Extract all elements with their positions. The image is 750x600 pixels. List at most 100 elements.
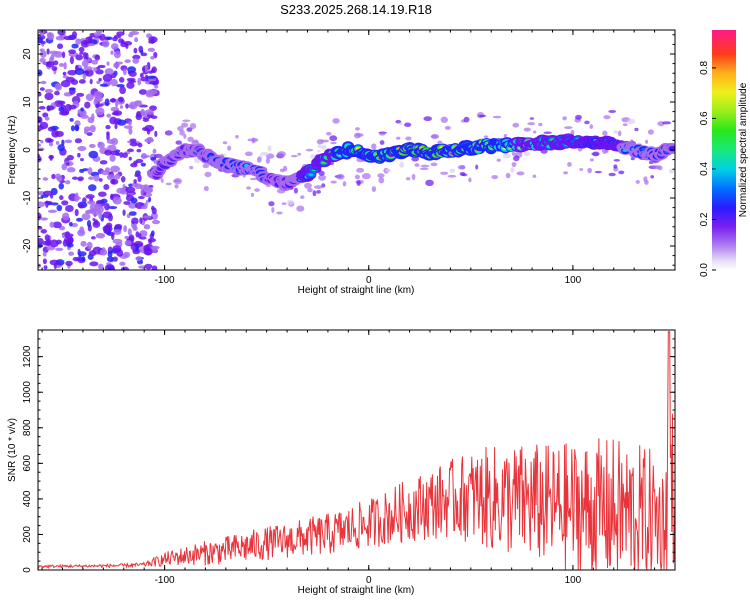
y-tick-label: -20 xyxy=(22,238,33,253)
heatmap-cell xyxy=(81,60,89,68)
heatmap-cell xyxy=(143,215,152,219)
heatmap-cell xyxy=(76,92,85,97)
heatmap-cell xyxy=(40,228,48,234)
heatmap-cell xyxy=(496,158,501,162)
heatmap-cell xyxy=(511,151,516,156)
heatmap-cell xyxy=(38,201,46,208)
heatmap-cell xyxy=(567,162,572,167)
heatmap-cell xyxy=(109,98,117,103)
x-tick-label: 100 xyxy=(565,575,582,586)
heatmap-cell xyxy=(523,127,531,132)
heatmap-cell xyxy=(532,130,537,134)
heatmap-cell xyxy=(103,224,111,233)
heatmap-cell xyxy=(140,76,149,82)
heatmap-cell xyxy=(354,132,361,139)
heatmap-cell xyxy=(104,167,111,173)
heatmap-cell xyxy=(249,177,257,181)
heatmap-cell xyxy=(440,116,448,123)
heatmap-cell xyxy=(634,127,639,132)
y-tick-label: 600 xyxy=(22,455,33,472)
heatmap-cell xyxy=(113,228,122,235)
heatmap-cell xyxy=(613,159,620,162)
heatmap-cell xyxy=(77,145,87,152)
heatmap-cell xyxy=(608,172,616,177)
heatmap-cell xyxy=(136,148,142,153)
heatmap-cell xyxy=(77,152,81,158)
heatmap-cell xyxy=(50,202,59,206)
heatmap-cell xyxy=(529,117,535,120)
heatmap-cell xyxy=(138,89,148,95)
heatmap-cell xyxy=(106,174,116,181)
heatmap-cell xyxy=(308,173,314,176)
heatmap-cell xyxy=(128,211,137,216)
heatmap-cell xyxy=(49,239,59,248)
heatmap-cell xyxy=(144,124,155,132)
heatmap-cell xyxy=(42,190,53,196)
heatmap-cell xyxy=(82,72,87,80)
colorbar-label: Normalized spectral amplitude xyxy=(738,82,749,217)
heatmap-cell xyxy=(281,202,287,205)
heatmap-cell xyxy=(160,178,164,183)
heatmap-cell xyxy=(58,182,64,190)
heatmap-cell xyxy=(96,200,102,205)
heatmap-cell xyxy=(604,149,609,153)
y-tick-label: -10 xyxy=(22,190,33,205)
heatmap-cell xyxy=(396,136,401,140)
heatmap-cell xyxy=(80,240,87,247)
heatmap-cell xyxy=(57,43,64,50)
heatmap-cell xyxy=(133,47,138,54)
heatmap-cell xyxy=(40,80,47,85)
heatmap-cell xyxy=(543,131,552,135)
heatmap-cell xyxy=(54,90,60,96)
heatmap-cell xyxy=(148,238,153,245)
heatmap-cell xyxy=(305,148,314,152)
y-tick-label: 1000 xyxy=(22,381,33,404)
heatmap-cell xyxy=(42,112,49,118)
heatmap-cell xyxy=(491,175,499,180)
heatmap-cell xyxy=(99,249,108,256)
heatmap-cell xyxy=(405,136,412,141)
heatmap-cell xyxy=(75,38,82,45)
heatmap-cell xyxy=(123,201,131,205)
heatmap-cell xyxy=(613,130,618,134)
heatmap-cell xyxy=(107,267,113,270)
heatmap-cell xyxy=(77,251,87,257)
heatmap-cell xyxy=(104,202,110,211)
heatmap-cell xyxy=(150,230,155,237)
heatmap-cell xyxy=(87,167,93,175)
heatmap-cell xyxy=(42,177,49,181)
heatmap-ridge xyxy=(146,133,675,192)
heatmap-cell xyxy=(592,151,600,157)
heatmap-cell xyxy=(128,79,137,83)
heatmap-cell xyxy=(144,247,153,256)
heatmap-cell xyxy=(430,162,438,167)
heatmap-cell xyxy=(74,197,79,202)
heatmap-cell xyxy=(399,161,404,168)
heatmap-cell xyxy=(414,163,420,167)
heatmap-cell xyxy=(227,145,232,151)
heatmap-cell xyxy=(43,61,47,66)
heatmap-cell xyxy=(202,163,210,169)
heatmap-cell xyxy=(42,258,47,265)
heatmap-cell xyxy=(516,171,525,176)
heatmap-cell xyxy=(49,154,53,161)
heatmap-cell xyxy=(584,120,590,125)
heatmap-noise-blobs xyxy=(38,30,675,270)
heatmap-cell xyxy=(119,105,123,109)
heatmap-cell xyxy=(316,189,321,194)
heatmap-cell xyxy=(128,33,134,38)
heatmap-cell xyxy=(279,168,285,173)
heatmap-cell xyxy=(575,114,582,120)
heatmap-cell xyxy=(602,130,608,136)
heatmap-cell xyxy=(379,132,386,136)
heatmap-cell xyxy=(74,208,79,217)
heatmap-cell xyxy=(38,155,42,163)
heatmap-cell xyxy=(483,135,489,138)
heatmap-cell xyxy=(42,251,47,257)
heatmap-cell xyxy=(97,205,104,214)
heatmap-cell xyxy=(106,256,114,263)
heatmap-cell xyxy=(128,120,132,126)
heatmap-cell xyxy=(356,180,361,186)
heatmap-cell xyxy=(447,174,457,178)
